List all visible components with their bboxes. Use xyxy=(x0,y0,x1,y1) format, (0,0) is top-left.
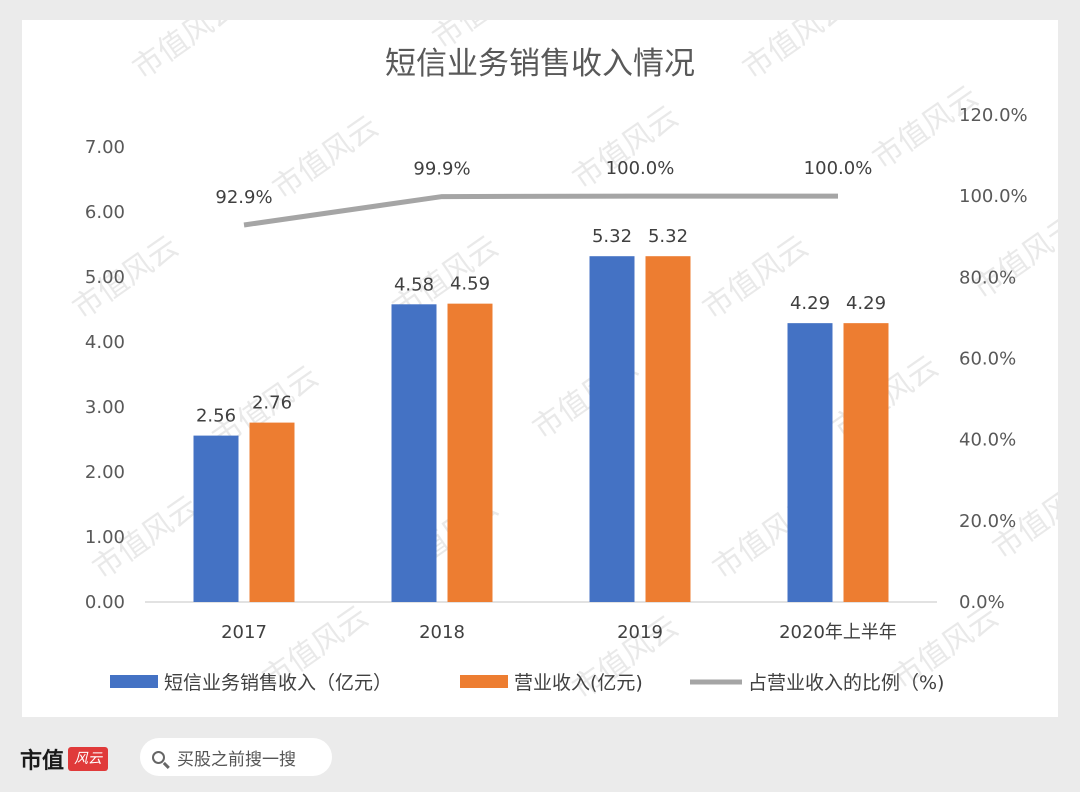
y-left-tick-label: 2.00 xyxy=(85,462,125,483)
y-right-tick-label: 0.0% xyxy=(959,592,1005,613)
y-right-tick-label: 120.0% xyxy=(959,105,1028,126)
watermark-text: 市值风云 xyxy=(127,20,245,87)
ratio-line xyxy=(243,193,838,228)
line-data-label: 99.9% xyxy=(413,159,470,180)
bar-data-label: 4.29 xyxy=(846,293,886,314)
bar-series-1 xyxy=(193,435,239,602)
x-tick-label: 2020年上半年 xyxy=(779,622,897,643)
x-tick-label: 2018 xyxy=(419,622,465,643)
watermark-text: 市值风云 xyxy=(967,209,1058,306)
legend-label: 占营业收入的比例（%) xyxy=(748,672,944,694)
watermark-text: 市值风云 xyxy=(567,99,685,196)
y-left-tick-label: 6.00 xyxy=(85,202,125,223)
brand-logo[interactable]: 市值 风云 xyxy=(20,742,109,776)
line-data-label: 100.0% xyxy=(804,158,873,179)
search-box[interactable]: 买股之前搜一搜 xyxy=(140,738,332,776)
legend-label: 短信业务销售收入（亿元） xyxy=(164,672,392,694)
bar-data-label: 2.56 xyxy=(196,406,236,427)
bar-data-label: 5.32 xyxy=(648,226,688,247)
logo-text: 市值 xyxy=(20,748,65,774)
y-left-tick-label: 0.00 xyxy=(85,592,125,613)
y-right-tick-label: 80.0% xyxy=(959,267,1016,288)
search-icon xyxy=(152,750,165,764)
y-left-tick-label: 3.00 xyxy=(85,397,125,418)
legend-swatch xyxy=(110,675,158,688)
bar-series-2 xyxy=(447,303,493,602)
chart-card: 市值风云 市值风云 市值风云 市值风云 市值风云 市值风云 市值风云 市值风云 市值风云 市值风云… xyxy=(22,20,1058,717)
watermark-text: 市值风云 xyxy=(267,109,385,206)
logo-seal: 风云 xyxy=(68,747,109,771)
legend-label: 营业收入(亿元) xyxy=(514,672,643,694)
bar-data-label: 4.29 xyxy=(790,293,830,314)
y-right-tick-label: 60.0% xyxy=(959,349,1016,370)
line-data-label: 100.0% xyxy=(606,158,675,179)
line-data-label: 92.9% xyxy=(215,187,272,208)
bar-series-2 xyxy=(843,323,889,602)
bar-series-1 xyxy=(391,304,437,602)
footer: 市值 风云 买股之前搜一搜 xyxy=(0,730,1080,790)
y-left-tick-label: 7.00 xyxy=(85,137,125,158)
y-right-tick-label: 100.0% xyxy=(959,186,1028,207)
bar-data-label: 2.76 xyxy=(252,393,292,414)
bar-series-1 xyxy=(589,256,635,602)
search-placeholder: 买股之前搜一搜 xyxy=(177,749,296,770)
bar-series-2 xyxy=(249,422,295,602)
legend-swatch xyxy=(460,675,508,688)
bar-series-1 xyxy=(787,323,833,602)
x-tick-label: 2017 xyxy=(221,622,267,643)
x-tick-label: 2019 xyxy=(617,622,663,643)
y-left-tick-label: 1.00 xyxy=(85,527,125,548)
y-right-tick-label: 40.0% xyxy=(959,430,1016,451)
y-right-tick-label: 20.0% xyxy=(959,511,1016,532)
bar-series-2 xyxy=(645,256,691,602)
chart-title: 短信业务销售收入情况 xyxy=(385,46,695,82)
y-left-tick-label: 5.00 xyxy=(85,267,125,288)
bar-data-label: 4.59 xyxy=(450,274,490,295)
watermark-text: 市值风云 xyxy=(867,79,985,176)
bar-data-label: 4.58 xyxy=(394,274,434,295)
bar-data-label: 5.32 xyxy=(592,226,632,247)
y-left-tick-label: 4.00 xyxy=(85,332,125,353)
watermark-text: 市值风云 xyxy=(737,20,855,87)
